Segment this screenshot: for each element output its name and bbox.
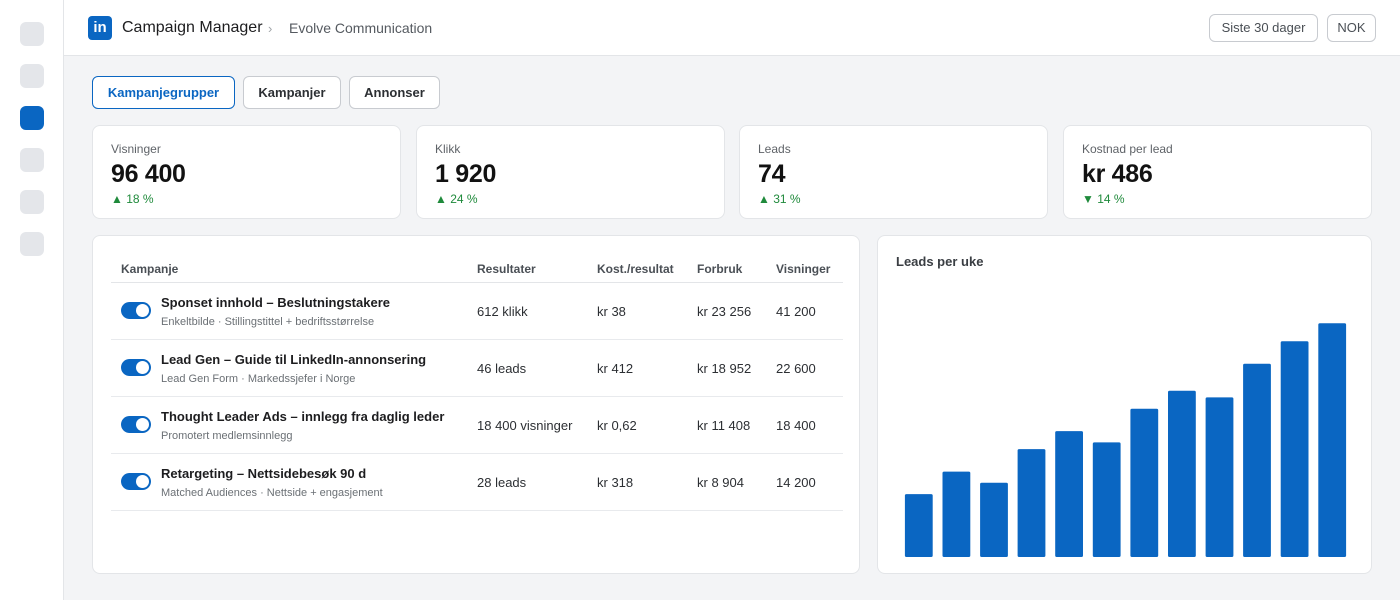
cell-cost-per-result: kr 318 (597, 475, 634, 490)
date-range-button[interactable]: Siste 30 dager (1209, 14, 1318, 42)
bar-chart-canvas (904, 323, 1347, 557)
kpi-delta: ▼ 14 % (1082, 192, 1125, 206)
campaign-subtitle: Matched Audiences · Nettside + engasjeme… (161, 487, 383, 499)
cell-spend: kr 18 952 (697, 361, 752, 376)
header-divider (111, 282, 843, 283)
toggle-knob (136, 418, 149, 431)
campaign-toggle[interactable] (121, 302, 151, 319)
column-header-campaign[interactable]: Kampanje (121, 262, 179, 276)
nav-item-1[interactable] (20, 22, 44, 46)
table-row[interactable]: Sponset innhold – Beslutningstakere Enke… (111, 283, 843, 340)
app-title[interactable]: Campaign Manager (122, 19, 263, 36)
chart-title: Leads per uke (896, 254, 984, 269)
toggle-knob (136, 475, 149, 488)
cell-spend: kr 8 904 (697, 475, 744, 490)
cell-cost-per-result: kr 0,62 (597, 418, 637, 433)
kpi-value: 74 (758, 160, 786, 188)
chart-bar-4[interactable] (1017, 449, 1046, 557)
chart-bar-9[interactable] (1205, 397, 1234, 557)
kpi-value: 96 400 (111, 160, 186, 188)
chart-bar-6[interactable] (1092, 442, 1121, 557)
kpi-delta: ▲ 24 % (435, 192, 478, 206)
cell-results: 28 leads (477, 475, 527, 490)
table-row[interactable]: Lead Gen – Guide til LinkedIn-annonserin… (111, 340, 843, 397)
toggle-knob (136, 361, 149, 374)
kpi-value: 1 920 (435, 160, 497, 188)
linkedin-logo-icon[interactable]: in (88, 16, 112, 40)
campaign-subtitle: Enkeltbilde · Stillingstittel + bedrifts… (161, 316, 375, 328)
tab-campaigns[interactable]: Kampanjer (243, 76, 341, 109)
chart-bar-5[interactable] (1055, 431, 1083, 557)
campaign-toggle[interactable] (121, 359, 151, 376)
chart-bar-1[interactable] (904, 494, 933, 557)
nav-item-5[interactable] (20, 190, 44, 214)
kpi-value: kr 486 (1082, 160, 1153, 188)
column-header-cost-per-result[interactable]: Kost./resultat (597, 262, 674, 276)
nav-item-4[interactable] (20, 148, 44, 172)
kpi-label: Leads (758, 142, 791, 156)
cell-impressions: 41 200 (776, 304, 816, 319)
table-row[interactable]: Retargeting – Nettsidebesøk 90 d Matched… (111, 454, 843, 511)
tab-campaign-groups[interactable]: Kampanjegrupper (92, 76, 235, 109)
campaign-name[interactable]: Retargeting – Nettsidebesøk 90 d (161, 466, 367, 481)
toggle-knob (136, 304, 149, 317)
column-header-results[interactable]: Resultater (477, 262, 536, 276)
kpi-label: Visninger (111, 142, 161, 156)
tab-ads[interactable]: Annonser (349, 76, 440, 109)
kpi-card-leads: Leads 74 ▲ 31 % (739, 125, 1048, 219)
cell-results: 612 klikk (477, 304, 528, 319)
cell-impressions: 18 400 (776, 418, 816, 433)
cell-impressions: 14 200 (776, 475, 816, 490)
currency-button[interactable]: NOK (1327, 14, 1376, 42)
chart-bar-10[interactable] (1243, 363, 1271, 557)
nav-item-2[interactable] (20, 64, 44, 88)
breadcrumb-account[interactable]: Evolve Communication (289, 20, 433, 36)
campaign-name[interactable]: Sponset innhold – Beslutningstakere (161, 295, 390, 310)
campaign-table: Kampanje Resultater Kost./resultat Forbr… (92, 235, 860, 574)
cell-impressions: 22 600 (776, 361, 816, 376)
kpi-card-clicks: Klikk 1 920 ▲ 24 % (416, 125, 725, 219)
left-nav-rail (0, 0, 64, 600)
nav-item-active[interactable] (20, 106, 44, 130)
kpi-delta: ▲ 18 % (111, 192, 154, 206)
cell-results: 46 leads (477, 361, 527, 376)
cell-results: 18 400 visninger (477, 418, 573, 433)
cell-spend: kr 23 256 (697, 304, 752, 319)
campaign-name[interactable]: Lead Gen – Guide til LinkedIn-annonserin… (161, 352, 427, 367)
chart-bar-7[interactable] (1130, 408, 1159, 557)
kpi-card-cost-per-lead: Kostnad per lead kr 486 ▼ 14 % (1063, 125, 1372, 219)
campaign-toggle[interactable] (121, 473, 151, 490)
campaign-subtitle: Promotert medlemsinnlegg (161, 430, 293, 442)
cell-cost-per-result: kr 412 (597, 361, 634, 376)
top-bar: in Campaign Manager › Evolve Communicati… (64, 0, 1400, 56)
campaign-name[interactable]: Thought Leader Ads – innlegg fra daglig … (161, 409, 445, 424)
cell-spend: kr 11 408 (697, 418, 751, 433)
chart-bar-11[interactable] (1280, 341, 1309, 557)
campaign-subtitle: Lead Gen Form · Markedssjefer i Norge (161, 373, 356, 385)
breadcrumb-separator-icon: › (268, 21, 273, 36)
chart-bar-3[interactable] (980, 482, 1008, 557)
chart-bar-8[interactable] (1168, 390, 1196, 557)
column-header-spend[interactable]: Forbruk (697, 262, 743, 276)
chart-bar-12[interactable] (1318, 323, 1347, 557)
kpi-label: Kostnad per lead (1082, 142, 1173, 156)
cell-cost-per-result: kr 38 (597, 304, 626, 319)
kpi-card-impressions: Visninger 96 400 ▲ 18 % (92, 125, 401, 219)
nav-item-6[interactable] (20, 232, 44, 256)
leads-per-week-chart: Leads per uke (877, 235, 1372, 574)
chart-bar-2[interactable] (942, 471, 971, 557)
campaign-toggle[interactable] (121, 416, 151, 433)
kpi-label: Klikk (435, 142, 461, 156)
kpi-delta: ▲ 31 % (758, 192, 801, 206)
table-row[interactable]: Thought Leader Ads – innlegg fra daglig … (111, 397, 843, 454)
column-header-impressions[interactable]: Visninger (776, 262, 831, 276)
